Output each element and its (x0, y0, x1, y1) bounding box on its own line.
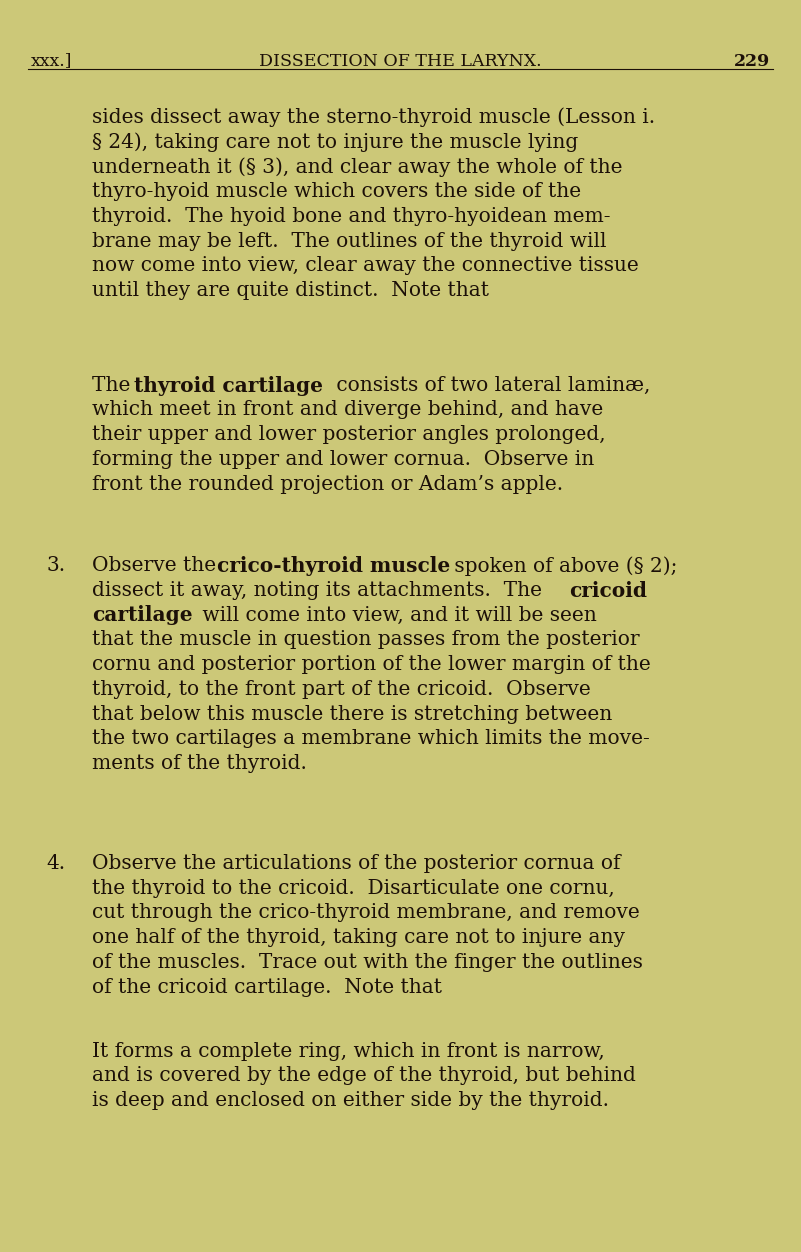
Text: 4.: 4. (46, 854, 66, 873)
Text: and is covered by the edge of the thyroid, but behind: and is covered by the edge of the thyroi… (92, 1067, 636, 1085)
Text: spoken of above (§ 2);: spoken of above (§ 2); (449, 556, 678, 576)
Text: dissect it away, noting its attachments.  The: dissect it away, noting its attachments.… (92, 581, 549, 600)
Text: will come into view, and it will be seen: will come into view, and it will be seen (196, 606, 597, 625)
Text: now come into view, clear away the connective tissue: now come into view, clear away the conne… (92, 257, 639, 275)
Text: cricoid: cricoid (570, 581, 647, 601)
Text: which meet in front and diverge behind, and have: which meet in front and diverge behind, … (92, 401, 603, 419)
Text: is deep and enclosed on either side by the thyroid.: is deep and enclosed on either side by t… (92, 1092, 609, 1111)
Text: their upper and lower posterior angles prolonged,: their upper and lower posterior angles p… (92, 426, 606, 444)
Text: underneath it (§ 3), and clear away the whole of the: underneath it (§ 3), and clear away the … (92, 158, 622, 177)
Text: cornu and posterior portion of the lower margin of the: cornu and posterior portion of the lower… (92, 655, 651, 674)
Text: forming the upper and lower cornua.  Observe in: forming the upper and lower cornua. Obse… (92, 449, 594, 470)
Text: thyro-hyoid muscle which covers the side of the: thyro-hyoid muscle which covers the side… (92, 182, 582, 202)
Text: 3.: 3. (46, 556, 66, 575)
Text: cut through the crico-thyroid membrane, and remove: cut through the crico-thyroid membrane, … (92, 904, 640, 923)
Text: DISSECTION OF THE LARYNX.: DISSECTION OF THE LARYNX. (260, 53, 541, 70)
Text: § 24), taking care not to injure the muscle lying: § 24), taking care not to injure the mus… (92, 133, 578, 151)
Text: Observe the articulations of the posterior cornua of: Observe the articulations of the posteri… (92, 854, 621, 873)
Text: sides dissect away the sterno-thyroid muscle (Lesson i.: sides dissect away the sterno-thyroid mu… (92, 108, 655, 128)
Text: of the muscles.  Trace out with the finger the outlines: of the muscles. Trace out with the finge… (92, 953, 643, 972)
Text: until they are quite distinct.  Note that: until they are quite distinct. Note that (92, 282, 489, 300)
Text: thyroid.  The hyoid bone and thyro-hyoidean mem-: thyroid. The hyoid bone and thyro-hyoide… (92, 207, 610, 225)
Text: crico-thyroid muscle: crico-thyroid muscle (216, 556, 450, 576)
Text: brane may be left.  The outlines of the thyroid will: brane may be left. The outlines of the t… (92, 232, 606, 250)
Text: cartilage: cartilage (92, 606, 193, 626)
Text: ments of the thyroid.: ments of the thyroid. (92, 754, 307, 774)
Text: front the rounded projection or Adam’s apple.: front the rounded projection or Adam’s a… (92, 475, 563, 493)
Text: thyroid cartilage: thyroid cartilage (134, 376, 323, 396)
Text: consists of two lateral laminæ,: consists of two lateral laminæ, (331, 376, 651, 394)
Text: The: The (92, 376, 137, 394)
Text: that the muscle in question passes from the posterior: that the muscle in question passes from … (92, 630, 640, 650)
Text: Observe the: Observe the (92, 556, 223, 575)
Text: thyroid, to the front part of the cricoid.  Observe: thyroid, to the front part of the cricoi… (92, 680, 591, 699)
Text: 229: 229 (735, 53, 771, 70)
Text: the two cartilages a membrane which limits the move-: the two cartilages a membrane which limi… (92, 730, 650, 749)
Text: the thyroid to the cricoid.  Disarticulate one cornu,: the thyroid to the cricoid. Disarticulat… (92, 879, 615, 898)
Text: that below this muscle there is stretching between: that below this muscle there is stretchi… (92, 705, 613, 724)
Text: It forms a complete ring, which in front is narrow,: It forms a complete ring, which in front… (92, 1042, 605, 1060)
Text: one half of the thyroid, taking care not to injure any: one half of the thyroid, taking care not… (92, 928, 625, 948)
Text: of the cricoid cartilage.  Note that: of the cricoid cartilage. Note that (92, 978, 442, 997)
Text: xxx.]: xxx.] (30, 53, 72, 70)
